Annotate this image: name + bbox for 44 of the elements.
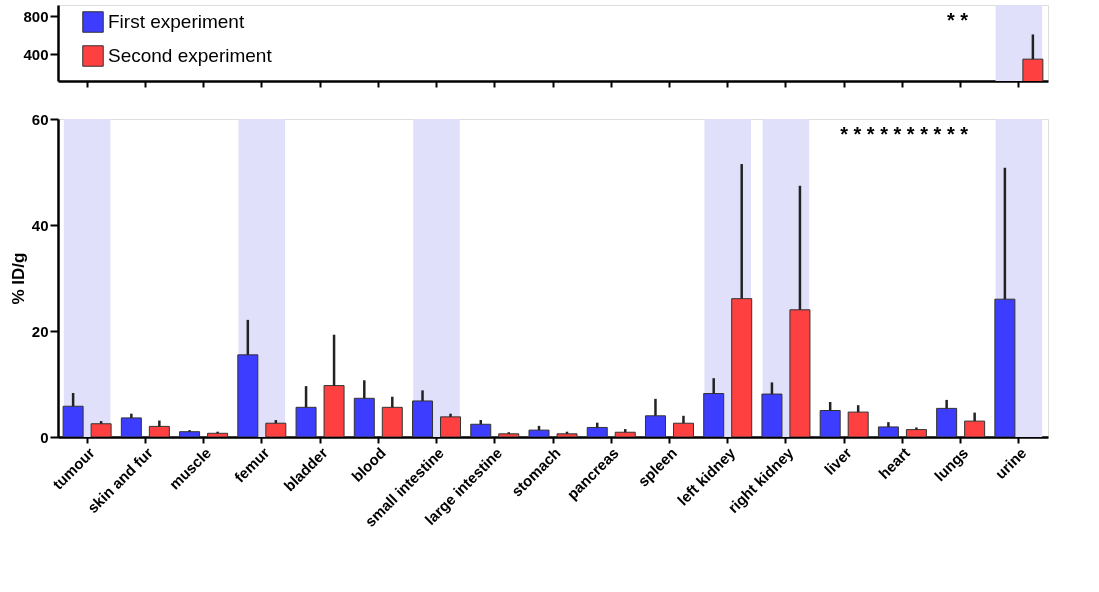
bar [353,397,375,437]
bar [528,429,550,437]
bar [470,423,492,437]
bar [90,423,112,437]
y-tick-label: 20 [31,322,49,340]
bar [731,298,753,437]
y-tick-label: 40 [31,216,49,234]
bar [586,426,608,437]
bar [207,432,229,437]
text: * * * * * * * * * * [840,123,968,145]
y-tick-label: 60 [31,110,49,128]
bar [440,416,462,437]
bar [819,410,841,437]
bar [614,431,636,437]
bar [556,433,578,437]
bar [964,420,986,437]
bar [295,406,317,437]
y-tick-label: 800 [23,7,49,25]
bar [994,298,1016,437]
bar [265,422,287,437]
bar [644,415,666,437]
bar [789,309,811,437]
bar [179,431,201,437]
legend-label: Second experiment [108,45,273,66]
bar [905,429,927,437]
bar [703,393,725,437]
bar [148,425,170,437]
y-tick-label: 400 [23,45,49,63]
bar [761,393,783,437]
bar [381,406,403,437]
y-tick-label: 0 [40,428,49,446]
bar [323,385,345,437]
y-axis-title: % ID/g [8,252,28,305]
text: * * [946,9,968,31]
bar [672,422,694,437]
bar [120,417,142,437]
bar [847,411,869,437]
bar [936,407,958,437]
bar [412,400,434,437]
bar [498,433,520,437]
bar [62,405,84,437]
bar [877,426,899,437]
bar [237,354,259,437]
legend-label: First experiment [108,11,245,32]
